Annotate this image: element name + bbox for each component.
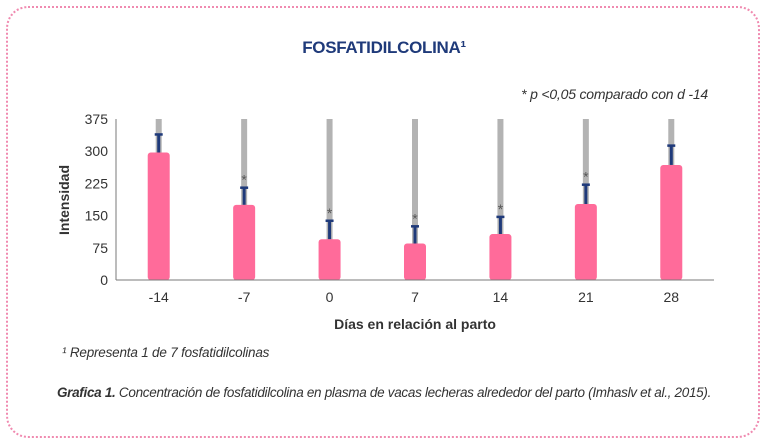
y-tick-label: 150 xyxy=(85,208,109,224)
caption-text: Concentración de fosfatidilcolina en pla… xyxy=(115,385,712,400)
significance-marker: * xyxy=(498,201,504,217)
chart-title: FOSFATIDILCOLINA¹ xyxy=(302,38,466,57)
data-bar xyxy=(147,152,170,280)
y-tick-label: 0 xyxy=(100,272,108,288)
data-bar xyxy=(660,164,683,280)
y-tick-label: 75 xyxy=(92,240,108,256)
x-tick-label: 7 xyxy=(411,289,419,305)
x-tick-label: -7 xyxy=(238,289,251,305)
background-column xyxy=(326,119,333,280)
y-tick-label: 375 xyxy=(85,111,109,127)
x-axis-label: Días en relación al parto xyxy=(334,316,496,332)
caption-label: Grafica 1. xyxy=(56,385,116,400)
figure-frame xyxy=(6,6,760,438)
background-column xyxy=(412,119,418,280)
significance-marker: * xyxy=(327,205,333,221)
data-bar xyxy=(233,204,256,280)
significance-note: * p <0,05 comparado con d -14 xyxy=(521,86,708,102)
background-column xyxy=(497,119,504,280)
data-bar xyxy=(574,204,597,280)
significance-marker: * xyxy=(583,169,589,185)
significance-marker: * xyxy=(241,172,247,188)
x-tick-label: 14 xyxy=(493,289,509,305)
y-tick-label: 225 xyxy=(85,175,109,191)
data-bar xyxy=(404,243,426,280)
footnote: ¹ Representa 1 de 7 fosfatidilcolinas xyxy=(62,345,270,360)
figure-caption: Grafica 1. Concentración de fosfatidilco… xyxy=(0,385,768,400)
y-axis-label: Intensidad xyxy=(56,165,72,235)
x-tick-label: -14 xyxy=(149,289,169,305)
x-tick-label: 0 xyxy=(326,289,334,305)
data-bar xyxy=(489,234,512,280)
x-tick-label: 21 xyxy=(578,289,594,305)
significance-marker: * xyxy=(412,210,418,226)
y-tick-label: 300 xyxy=(85,143,109,159)
data-bar xyxy=(318,239,341,280)
x-tick-label: 28 xyxy=(663,289,679,305)
